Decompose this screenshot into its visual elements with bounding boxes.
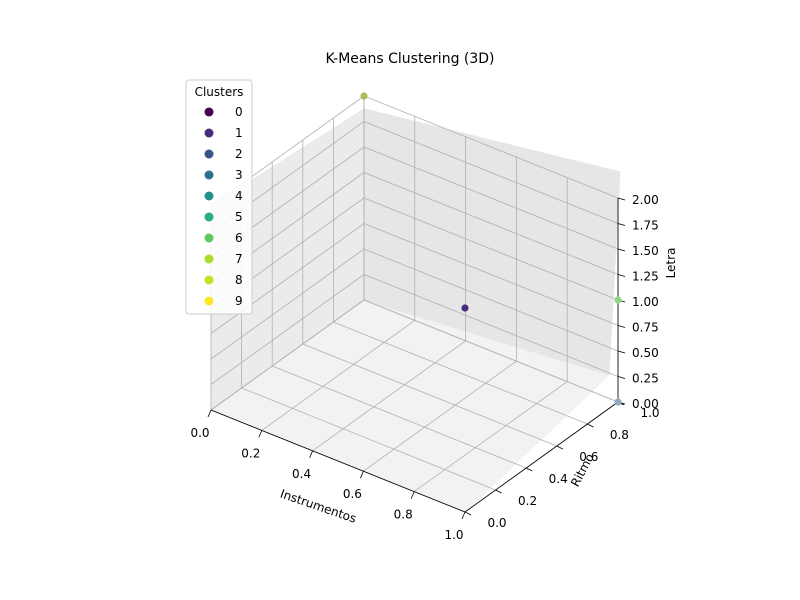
grid-line-x [261, 320, 416, 431]
legend-label: 1 [235, 126, 243, 140]
grid-line-z [210, 223, 365, 334]
legend-marker [204, 275, 214, 285]
z-tick-label: 0.25 [632, 372, 659, 386]
grid-line-y [333, 321, 588, 425]
x-tick-label: 0.4 [292, 467, 311, 481]
y-tick-label: 1.0 [640, 406, 659, 420]
grid-line-z [363, 121, 619, 224]
y-tick-label: 0.2 [518, 494, 537, 508]
x-tick-label: 1.0 [444, 528, 463, 542]
data-points [360, 92, 622, 406]
x-axis-line [210, 409, 466, 513]
z-tick-label: 0.00 [632, 397, 659, 411]
x-tick-label: 0.2 [241, 446, 260, 460]
legend-label: 2 [235, 147, 243, 161]
z-tick-label: 1.25 [632, 270, 659, 284]
z-tick-mark [617, 350, 626, 354]
grid-line-z [363, 223, 619, 326]
data-point-cluster-3 [614, 398, 622, 406]
chart-title: K-Means Clustering (3D) [325, 51, 494, 67]
z-tick-mark [617, 274, 626, 277]
x-tick-mark [207, 409, 212, 418]
legend-marker [204, 254, 214, 264]
grid-line-z [210, 248, 365, 360]
grid-line-z [210, 299, 365, 411]
grid-line-z [363, 299, 619, 403]
legend-label: 4 [235, 189, 243, 203]
grid-line-x [413, 381, 568, 492]
x-tick-mark [461, 511, 466, 520]
legend-title: Clusters [195, 85, 244, 99]
legend-label: 8 [235, 273, 243, 287]
data-point-cluster-7 [614, 296, 622, 304]
grid-line-x [363, 360, 517, 472]
grid-line-z [210, 274, 365, 385]
legend: Clusters 0 1 2 3 4 5 6 7 8 9 [185, 79, 253, 315]
grid-line-y [302, 343, 557, 447]
x-tick-label: 0.6 [343, 487, 362, 501]
grid-line-y [272, 365, 527, 469]
grid-line-z [363, 172, 619, 275]
y-tick-mark [556, 445, 563, 450]
x-tick-label: 0.0 [190, 426, 209, 440]
tick-labels: 0.00.20.40.60.81.00.00.20.40.60.81.00.00… [190, 193, 659, 542]
legend-marker [204, 296, 214, 306]
y-tick-mark [495, 489, 502, 494]
y-tick-mark [526, 467, 533, 472]
axes [207, 197, 626, 520]
legend-frame [185, 79, 253, 315]
legend-label: 3 [235, 168, 243, 182]
y-tick-label: 0.4 [549, 472, 568, 486]
x-tick-label: 0.8 [394, 508, 413, 522]
x-tick-mark [410, 491, 415, 499]
grid-line-z [363, 248, 619, 352]
legend-marker [204, 170, 214, 180]
z-tick-mark [617, 248, 626, 252]
y-tick-label: 0.8 [610, 428, 629, 442]
legend-label: 9 [235, 294, 243, 308]
z-tick-label: 1.00 [632, 295, 659, 309]
grid-line-y [241, 387, 496, 491]
z-tick-label: 0.50 [632, 346, 659, 360]
y-tick-label: 0.6 [579, 450, 598, 464]
legend-label: 6 [235, 231, 243, 245]
z-tick-label: 1.50 [632, 244, 659, 258]
legend-marker [204, 107, 214, 117]
grid-line-z [363, 197, 619, 301]
legend-marker [204, 233, 214, 243]
data-point-cluster-1 [461, 304, 469, 312]
legend-label: 7 [235, 252, 243, 266]
y-axis-line [464, 401, 619, 513]
legend-marker [204, 128, 214, 138]
legend-entries: 0 1 2 3 4 5 6 7 8 9 [204, 105, 243, 308]
x-tick-mark [309, 450, 313, 458]
legend-marker [204, 191, 214, 201]
legend-marker [204, 212, 214, 222]
x-tick-mark [360, 471, 364, 479]
x-tick-mark [258, 430, 263, 438]
z-tick-label: 0.75 [632, 321, 659, 335]
grid-line-z [363, 274, 619, 377]
y-tick-mark [587, 423, 594, 428]
legend-marker [204, 149, 214, 159]
legend-label: 0 [235, 105, 243, 119]
grid-line-z [363, 95, 619, 199]
z-tick-label: 2.00 [632, 193, 659, 207]
z-tick-label: 1.75 [632, 219, 659, 233]
z-axis-label: Letra [664, 248, 678, 279]
y-tick-label: 0.0 [487, 516, 506, 530]
legend-label: 5 [235, 210, 243, 224]
z-tick-mark [617, 223, 626, 226]
grid-line-z [363, 146, 619, 250]
z-tick-mark [617, 376, 626, 379]
data-point-cluster-8 [360, 92, 368, 100]
z-tick-mark [617, 197, 626, 201]
grid-line-x [312, 340, 466, 452]
y-tick-mark [464, 511, 472, 516]
z-tick-mark [617, 325, 626, 328]
